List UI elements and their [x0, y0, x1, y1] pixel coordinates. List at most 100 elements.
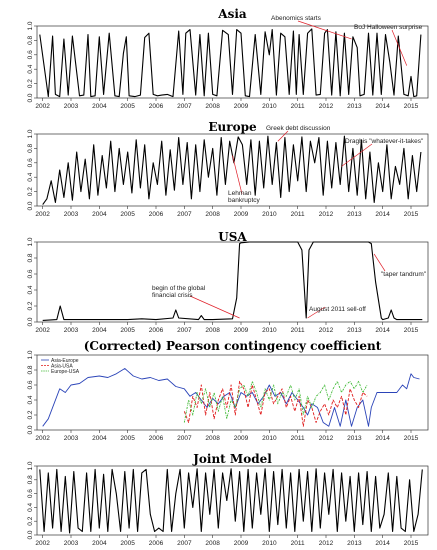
x-tick-label: 2007: [177, 211, 192, 218]
y-tick-label: 0.8: [27, 144, 34, 153]
y-tick-label: 0.8: [27, 253, 34, 262]
plot-frame: [36, 465, 429, 536]
x-tick-label: 2009: [234, 327, 249, 334]
annotation-label: begin of the global financial crisis: [152, 285, 206, 299]
annotation-pointer: [297, 20, 352, 40]
panel-title: (Corrected) Pearson contingency coeffici…: [84, 339, 382, 353]
chart-panel-1: Asia 2002 2003 2004 2005 2006 2007 2008 2009 2010…: [27, 7, 429, 110]
y-tick-label: 0.8: [27, 365, 34, 374]
plot-frame: [36, 133, 429, 207]
annotation-label: Greek debt discussion: [266, 125, 331, 132]
x-tick-label: 2014: [375, 540, 390, 547]
x-tick-label: 2002: [35, 327, 50, 334]
x-tick-label: 2012: [319, 540, 334, 547]
x-tick-label: 2012: [319, 327, 334, 334]
x-tick-label: 2008: [205, 540, 220, 547]
series-line-asia-usa: [183, 380, 368, 427]
y-tick-label: 0.6: [27, 269, 34, 278]
chart-panel-4: (Corrected) Pearson contingency coeffici…: [27, 339, 429, 442]
legend-label: Asia-USA: [51, 363, 73, 369]
x-tick-label: 2002: [35, 435, 50, 442]
x-tick-label: 2004: [92, 327, 107, 334]
series-line: [39, 468, 423, 534]
y-tick-label: 0.4: [27, 172, 34, 181]
annotation-label: "taper tandrum": [381, 271, 427, 278]
y-tick-label: 1.0: [27, 129, 34, 138]
x-tick-label: 2015: [404, 327, 419, 334]
x-tick-label: 2006: [149, 540, 164, 547]
x-tick-label: 2015: [404, 103, 419, 110]
x-tick-label: 2003: [64, 103, 79, 110]
x-tick-label: 2011: [291, 540, 305, 547]
annotation-pointer: [307, 306, 326, 319]
x-tick-label: 2011: [291, 327, 305, 334]
x-tick-label: 2002: [35, 540, 50, 547]
annotation-pointer: [277, 130, 289, 142]
annotation-label: August 2011 sell-off: [309, 306, 366, 313]
x-tick-label: 2015: [404, 211, 419, 218]
x-tick-label: 2012: [319, 103, 334, 110]
y-tick-label: 0.0: [27, 93, 34, 102]
x-tick-label: 2013: [347, 103, 362, 110]
x-tick-label: 2008: [205, 103, 220, 110]
x-tick-label: 2014: [375, 211, 390, 218]
x-tick-label: 2010: [262, 211, 277, 218]
x-tick-label: 2011: [291, 435, 305, 442]
x-tick-label: 2009: [234, 435, 249, 442]
legend-label: Asia-Europe: [51, 358, 79, 364]
x-tick-label: 2013: [347, 435, 362, 442]
x-tick-label: 2002: [35, 211, 50, 218]
y-tick-label: 0.2: [27, 516, 34, 525]
panel-title: Asia: [217, 7, 247, 21]
x-tick-label: 2003: [64, 540, 79, 547]
x-tick-label: 2009: [234, 540, 249, 547]
x-tick-label: 2005: [120, 103, 135, 110]
series-line-europe-usa: [183, 380, 368, 423]
y-tick-label: 0.6: [27, 489, 34, 498]
series-line: [42, 241, 423, 321]
annotation-label: Lehman bankruptcy: [228, 190, 261, 204]
x-tick-label: 2004: [92, 103, 107, 110]
x-tick-label: 2007: [177, 540, 192, 547]
series-line-asia-europe: [42, 368, 420, 427]
x-tick-label: 2014: [375, 103, 390, 110]
y-tick-label: 0.0: [27, 530, 34, 539]
x-tick-label: 2008: [205, 435, 220, 442]
x-tick-label: 2003: [64, 211, 79, 218]
annotation-label: Draghis "whatever-it-takes": [345, 138, 424, 145]
x-tick-label: 2010: [262, 327, 277, 334]
annotation-pointer: [391, 29, 408, 66]
x-tick-label: 2010: [262, 103, 277, 110]
y-tick-label: 0.6: [27, 158, 34, 167]
x-tick-label: 2007: [177, 435, 192, 442]
y-tick-label: 0.2: [27, 410, 34, 419]
y-tick-label: 0.8: [27, 36, 34, 45]
x-tick-label: 2015: [404, 540, 419, 547]
x-tick-label: 2011: [291, 211, 305, 218]
x-tick-label: 2009: [234, 211, 249, 218]
chart-panel-5: Joint Model 2002 2003 2004 2005 2006 2007 2008 2…: [27, 452, 429, 547]
annotation-label: Abenomics starts: [271, 15, 322, 22]
x-tick-label: 2003: [64, 327, 79, 334]
x-tick-label: 2013: [347, 211, 362, 218]
x-tick-label: 2006: [149, 327, 164, 334]
panel-title: Joint Model: [192, 452, 272, 466]
x-tick-label: 2010: [262, 540, 277, 547]
series-line: [39, 28, 422, 98]
x-tick-label: 2003: [64, 435, 79, 442]
x-tick-label: 2007: [177, 103, 192, 110]
y-tick-label: 0.2: [27, 79, 34, 88]
x-tick-label: 2005: [120, 327, 135, 334]
x-tick-label: 2015: [404, 435, 419, 442]
chart-panel-3: USA 2002 2003 2004 2005 2006 2007 2008 2009 2010 2…: [27, 230, 429, 334]
legend-label: Europe-USA: [51, 369, 80, 375]
x-tick-label: 2013: [347, 327, 362, 334]
plot-frame: [36, 241, 429, 323]
x-tick-label: 2013: [347, 540, 362, 547]
annotation-pointer: [189, 295, 240, 319]
plot-frame: [36, 354, 429, 431]
y-tick-label: 0.4: [27, 285, 34, 294]
x-tick-label: 2010: [262, 435, 277, 442]
x-tick-label: 2014: [375, 435, 390, 442]
y-tick-label: 0.6: [27, 50, 34, 59]
